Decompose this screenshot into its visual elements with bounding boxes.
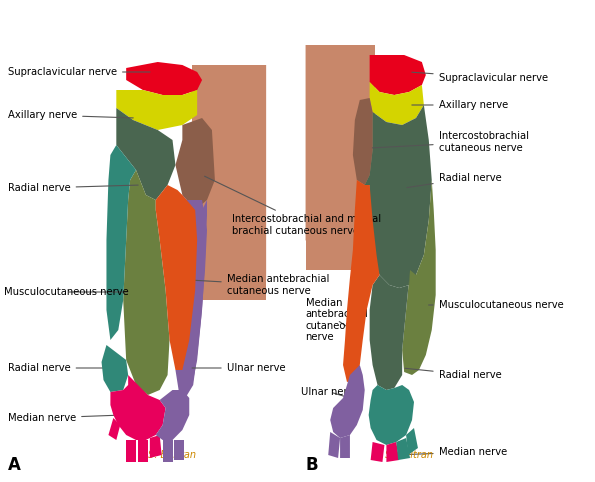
Polygon shape [306,45,375,270]
Text: Supraclavicular nerve: Supraclavicular nerve [412,72,548,83]
Text: Ulnar nerve: Ulnar nerve [192,363,286,373]
Polygon shape [369,82,424,125]
Text: S. Beltran: S. Beltran [385,450,433,460]
Polygon shape [176,195,207,398]
Text: Radial nerve: Radial nerve [405,368,502,380]
Text: Median antebrachial
cutaneous nerve: Median antebrachial cutaneous nerve [192,274,329,296]
Text: Axillary nerve: Axillary nerve [412,100,508,110]
Polygon shape [162,440,173,462]
Polygon shape [328,432,340,458]
Text: Intercostobrachial
cutaneous nerve: Intercostobrachial cutaneous nerve [372,131,528,153]
Text: Radial nerve: Radial nerve [8,363,114,373]
Polygon shape [353,98,372,185]
Polygon shape [386,442,399,462]
Polygon shape [116,90,197,130]
Text: Radial nerve: Radial nerve [407,173,502,187]
Polygon shape [123,170,170,395]
Polygon shape [138,440,148,462]
Polygon shape [365,105,432,288]
Polygon shape [402,180,436,375]
Polygon shape [340,435,350,458]
Polygon shape [192,65,266,300]
Text: Median
antebrachial
cutaneous
nerve: Median antebrachial cutaneous nerve [306,297,368,342]
Polygon shape [156,390,189,440]
Polygon shape [371,442,384,462]
Polygon shape [406,428,418,455]
Polygon shape [176,118,215,210]
Polygon shape [107,145,136,340]
Polygon shape [150,435,162,458]
Text: Intercostobrachial and medial
brachial cutaneous nerve: Intercostobrachial and medial brachial c… [205,176,381,236]
Text: Supraclavicular nerve: Supraclavicular nerve [8,67,150,77]
Text: Musculocutaneous nerve: Musculocutaneous nerve [428,300,563,310]
Polygon shape [102,345,128,392]
Polygon shape [343,180,380,382]
Text: Radial nerve: Radial nerve [8,183,138,193]
Polygon shape [369,270,410,390]
Polygon shape [108,418,120,440]
Polygon shape [330,365,365,438]
Polygon shape [126,440,136,462]
Polygon shape [396,438,410,460]
Polygon shape [369,55,426,95]
Text: Musculocutaneous nerve: Musculocutaneous nerve [4,287,129,297]
Text: B: B [306,456,318,474]
Polygon shape [111,375,165,440]
Polygon shape [156,185,197,370]
Polygon shape [192,65,266,280]
Text: Axillary nerve: Axillary nerve [8,110,133,120]
Text: Median nerve: Median nerve [8,413,120,423]
Polygon shape [126,62,202,95]
Polygon shape [180,200,207,390]
Text: A: A [8,456,21,474]
Text: S. Beltran: S. Beltran [149,450,196,460]
Text: Ulnar nerve: Ulnar nerve [300,387,359,397]
Polygon shape [116,108,176,200]
Polygon shape [306,45,369,260]
Polygon shape [174,440,184,460]
Polygon shape [369,385,414,445]
Text: Median nerve: Median nerve [397,447,507,457]
